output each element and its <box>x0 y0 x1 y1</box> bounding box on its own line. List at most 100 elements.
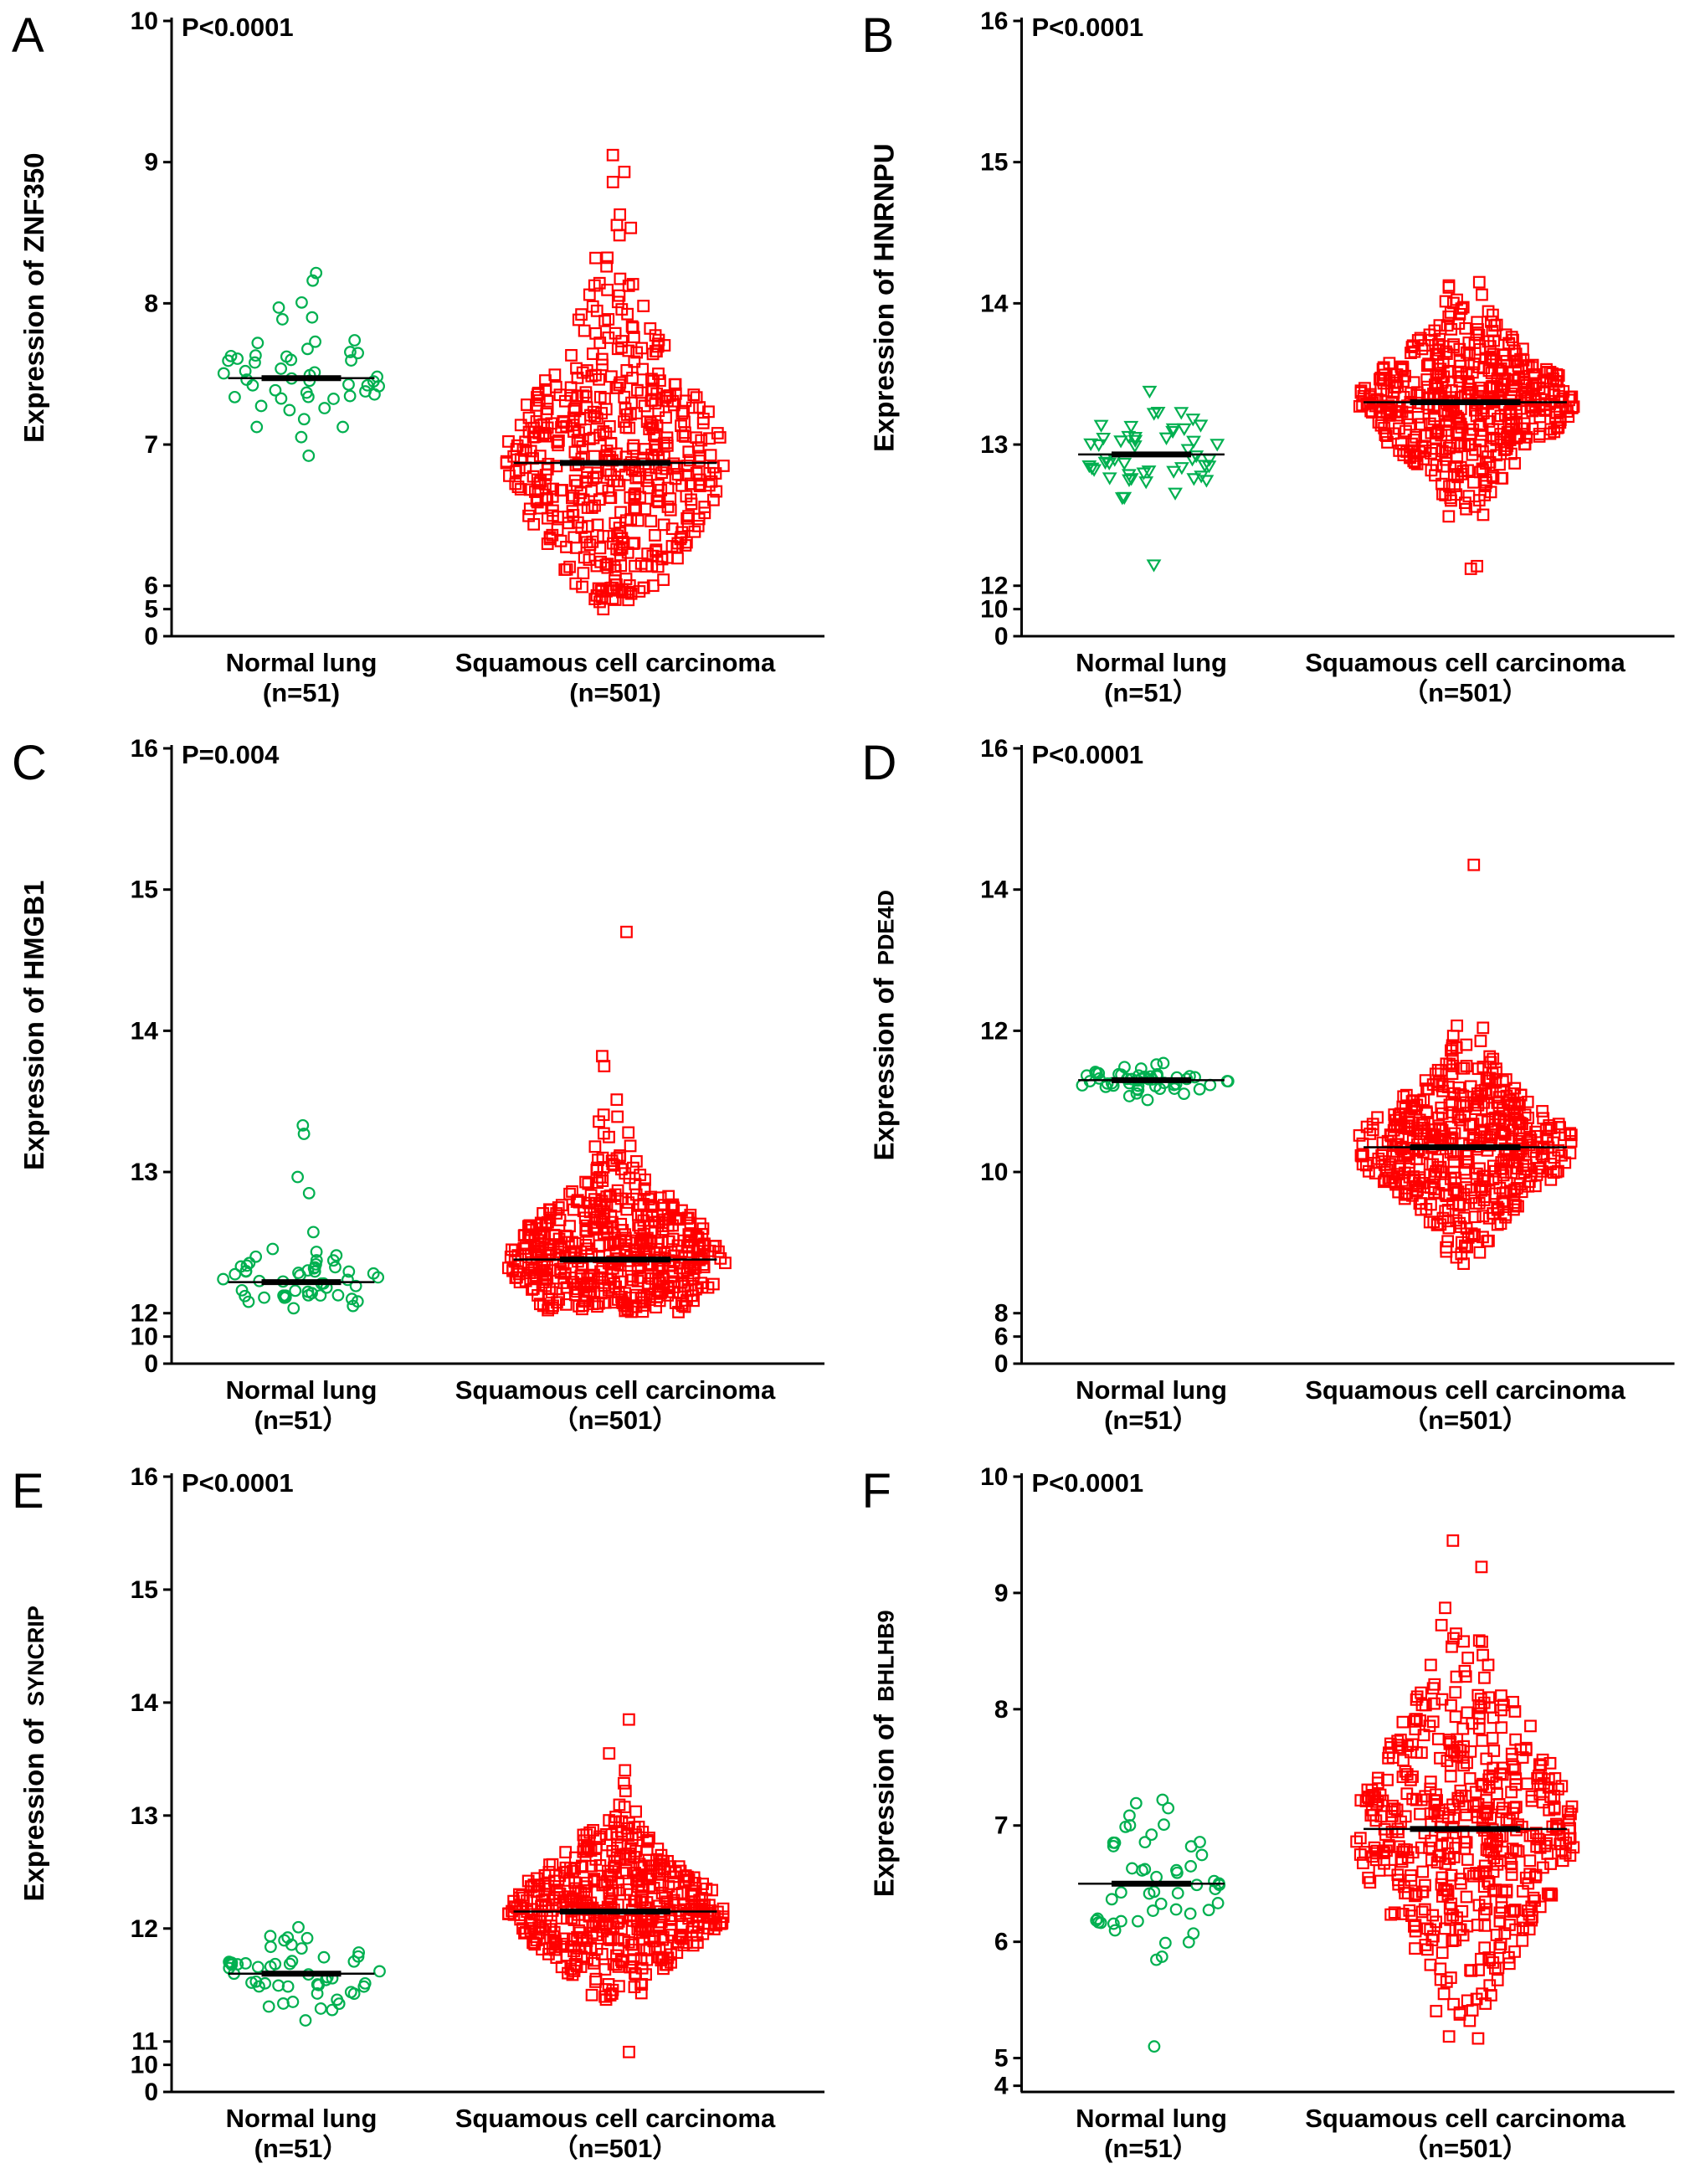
data-point <box>689 1282 702 1296</box>
data-point <box>1354 384 1368 398</box>
data-point <box>1508 1705 1522 1718</box>
data-point <box>611 1110 624 1123</box>
data-point <box>576 366 589 379</box>
data-point <box>650 387 664 400</box>
data-point <box>636 362 650 376</box>
data-point <box>1487 1956 1500 1969</box>
data-point <box>1450 1670 1463 1683</box>
data-point <box>552 1241 565 1254</box>
data-point <box>597 1108 610 1122</box>
data-point <box>614 1825 628 1837</box>
data-point <box>1396 1846 1410 1858</box>
data-point <box>522 1220 535 1233</box>
data-point <box>1418 1903 1431 1916</box>
data-point <box>1168 487 1183 501</box>
data-point <box>1457 1061 1471 1075</box>
group-label-line1: Normal lung <box>226 2104 377 2133</box>
data-point <box>1475 1560 1488 1574</box>
data-point <box>1565 390 1579 403</box>
y-tick-label: 10 <box>131 1323 158 1351</box>
data-point <box>344 346 357 358</box>
data-point <box>1461 346 1473 359</box>
data-point <box>581 466 593 480</box>
data-point <box>1524 1169 1538 1183</box>
data-point <box>279 1291 292 1304</box>
data-point <box>606 581 619 594</box>
data-point <box>614 1954 628 1967</box>
data-point <box>336 420 349 434</box>
data-point <box>302 1186 316 1200</box>
panel-cell-E: E 16 15 14 13 12 11 10 0 P<0.0001 Expression of SY… <box>0 1456 850 2184</box>
data-point <box>1156 1793 1169 1806</box>
data-point <box>1410 1179 1423 1193</box>
data-point <box>272 301 285 314</box>
data-point <box>1482 415 1496 428</box>
data-point <box>593 337 607 349</box>
data-point <box>1127 434 1143 448</box>
data-point <box>342 1273 354 1287</box>
data-point <box>696 1878 709 1890</box>
data-point <box>559 1894 573 1908</box>
p-value-label: P<0.0001 <box>1032 1468 1144 1498</box>
data-point <box>292 1920 305 1934</box>
data-point <box>583 288 596 301</box>
data-point <box>589 1972 603 1986</box>
data-point <box>598 1296 612 1309</box>
data-point <box>258 1291 270 1304</box>
data-point <box>532 484 545 497</box>
data-point <box>1379 429 1392 441</box>
data-point <box>1509 1199 1523 1212</box>
data-point <box>1415 1793 1428 1806</box>
data-point <box>624 491 637 504</box>
group-label-line2: （n=501） <box>552 2134 679 2163</box>
data-point <box>1555 1780 1569 1793</box>
y-tick-label: 8 <box>144 290 158 317</box>
data-point <box>1350 1835 1364 1848</box>
data-point <box>615 341 628 354</box>
data-point <box>1193 419 1209 433</box>
y-tick-label: 5 <box>994 2045 1009 2073</box>
data-point <box>1487 334 1501 347</box>
data-point <box>1445 494 1457 507</box>
data-point <box>1385 1825 1399 1838</box>
data-point <box>1508 1183 1521 1196</box>
data-point <box>514 419 527 432</box>
data-point <box>541 537 554 550</box>
data-point <box>1564 1128 1578 1142</box>
data-point <box>1449 1686 1462 1699</box>
data-point <box>1444 1971 1457 1984</box>
data-point <box>1534 1759 1548 1772</box>
data-point <box>373 1965 386 1978</box>
data-point <box>687 1884 701 1898</box>
data-point <box>623 1171 636 1184</box>
data-point <box>560 541 573 553</box>
data-point <box>1435 1946 1449 1960</box>
data-point <box>310 1246 323 1258</box>
data-point <box>589 368 602 382</box>
data-point <box>1459 1239 1471 1252</box>
data-point <box>1480 1903 1493 1916</box>
data-point <box>1463 1772 1477 1785</box>
data-point <box>1447 1632 1460 1645</box>
data-point <box>654 374 666 388</box>
data-point <box>1420 1107 1433 1120</box>
data-point <box>527 1908 541 1921</box>
data-point <box>1441 319 1454 332</box>
data-point <box>306 1287 318 1300</box>
data-point <box>1544 1858 1557 1870</box>
data-point <box>634 1978 648 1991</box>
data-point <box>1439 1601 1451 1615</box>
data-point <box>1533 428 1546 440</box>
data-point <box>662 1235 675 1248</box>
data-point <box>1186 473 1202 486</box>
data-point <box>1500 1813 1513 1827</box>
data-point <box>1392 1826 1405 1838</box>
data-point <box>1411 410 1425 424</box>
data-point <box>614 272 627 285</box>
data-point <box>223 1955 236 1969</box>
data-point <box>643 1832 655 1844</box>
data-point <box>529 486 542 498</box>
data-point <box>1498 1927 1512 1940</box>
data-point <box>1431 425 1445 439</box>
data-point <box>217 367 230 380</box>
